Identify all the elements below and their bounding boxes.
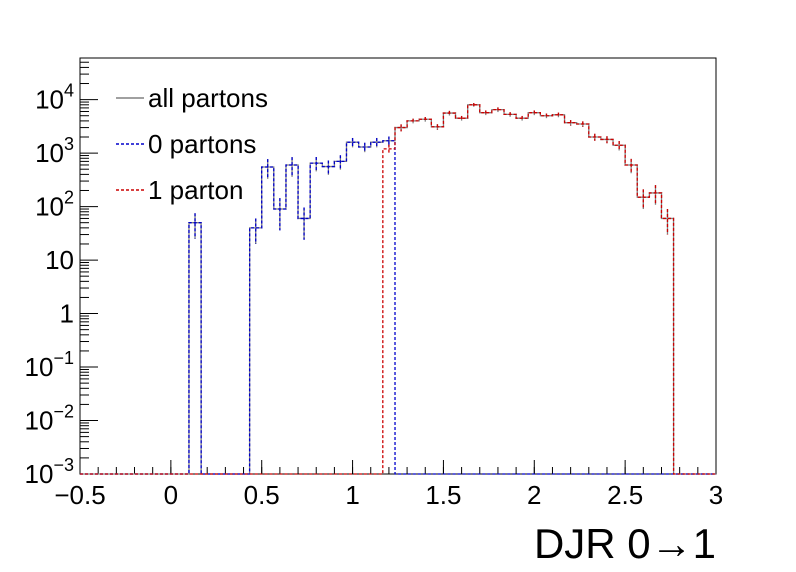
plot-frame xyxy=(79,57,717,475)
x-tick-label: 2.5 xyxy=(607,480,643,510)
y-tick-label: 10 xyxy=(45,245,74,275)
y-tick-label: 103 xyxy=(35,134,74,168)
histogram-line xyxy=(80,104,716,475)
x-tick-label: 1.5 xyxy=(425,480,461,510)
x-tick-label: 2 xyxy=(527,480,541,510)
x-axis-ticks: −0.5 0 0.5 1 1.5 2 2.5 3 xyxy=(54,460,723,510)
histogram-line xyxy=(80,140,716,475)
y-axis-ticks: 10−3 10−2 10−1 1 10 102 103 104 xyxy=(25,81,98,489)
series-layer xyxy=(80,103,716,475)
y-tick-label: 10−2 xyxy=(25,402,74,436)
legend-entry: all partons xyxy=(148,83,268,113)
y-tick-label: 1 xyxy=(60,299,74,329)
y-tick-label: 10−3 xyxy=(25,455,74,489)
x-tick-label: 0.5 xyxy=(244,480,280,510)
minor-ticks xyxy=(79,61,717,474)
series-1-parton xyxy=(80,103,716,475)
y-tick-label: 104 xyxy=(35,81,74,115)
legend-entry: 1 parton xyxy=(148,175,243,205)
legend: all partons 0 partons 1 parton xyxy=(116,83,268,205)
legend-entry: 0 partons xyxy=(148,129,256,159)
x-tick-label: −0.5 xyxy=(54,480,105,510)
histogram-line xyxy=(80,104,716,475)
x-axis-title: DJR 0→1 xyxy=(534,520,716,567)
x-tick-label: 0 xyxy=(164,480,178,510)
series-0-partons xyxy=(80,136,716,475)
y-tick-label: 102 xyxy=(35,188,74,222)
y-tick-label: 10−1 xyxy=(25,348,74,382)
x-tick-label: 1 xyxy=(345,480,359,510)
x-tick-label: 3 xyxy=(709,480,723,510)
